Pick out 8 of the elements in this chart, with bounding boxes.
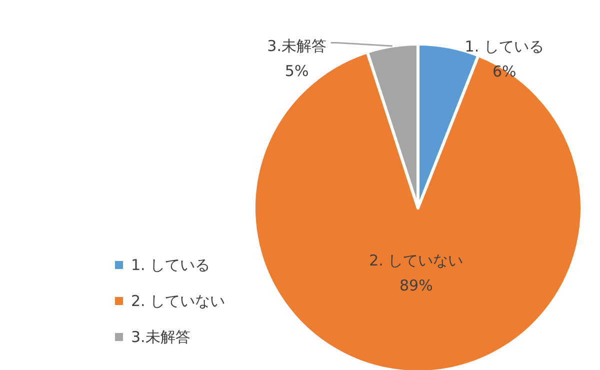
slice-label: 1. している [464,38,544,56]
slice-label: 3.未解答 [267,36,326,55]
legend-label: 3.未解答 [131,328,190,346]
legend-label: 2. していない [131,292,226,310]
data-label: 5% [284,62,309,80]
slice-label: 2. していない [369,251,464,270]
legend-label: 1. している [131,256,210,274]
data-label: 89% [400,276,433,294]
